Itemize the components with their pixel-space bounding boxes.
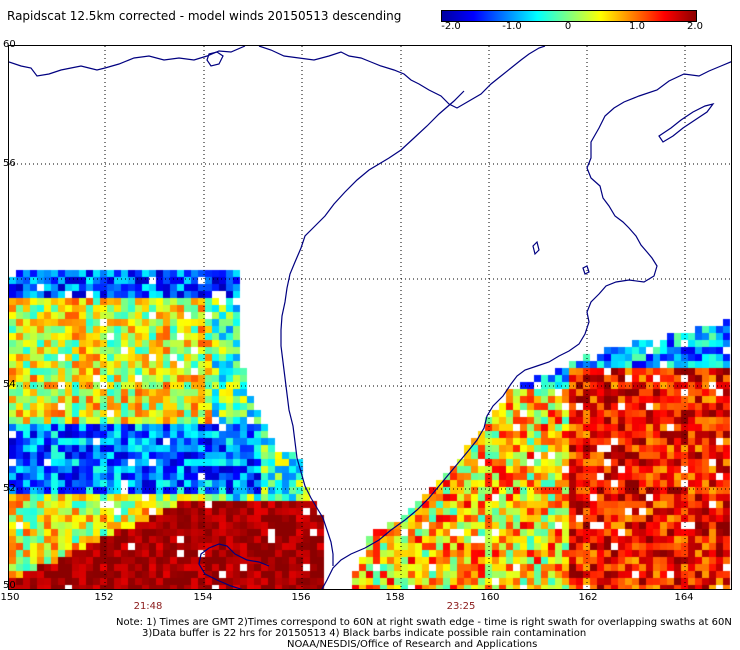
island-3 xyxy=(532,240,540,256)
lon-label-152: 152 xyxy=(94,592,114,603)
lon-label-156: 156 xyxy=(291,592,311,603)
lon-label-160: 160 xyxy=(480,592,500,603)
map-frame xyxy=(8,45,732,590)
note-line-3: NOAA/NESDIS/Office of Research and Appli… xyxy=(287,639,538,650)
colorbar-label: 2.0 xyxy=(687,21,703,32)
kamchatka-coast xyxy=(321,61,731,589)
colorbar-label: -2.0 xyxy=(441,21,461,32)
lat-label-50: 50 xyxy=(3,580,16,591)
okhotsk-north-coast xyxy=(9,46,546,109)
note-line-2: 3)Data buffer is 22 hrs for 20150513 4) … xyxy=(142,628,587,639)
map-title: Rapidscat 12.5km corrected - model winds… xyxy=(7,9,402,23)
colorbar-label: 0 xyxy=(564,21,572,32)
lat-label-52: 52 xyxy=(3,483,16,494)
island-1 xyxy=(206,51,224,67)
wind-difference-field xyxy=(9,46,731,589)
coastline xyxy=(9,46,731,589)
swath-time-1: 21:48 xyxy=(133,601,163,612)
swath-time-2: 23:25 xyxy=(446,601,476,612)
colorbar-label: 1.0 xyxy=(629,21,645,32)
colorbar-label: -1.0 xyxy=(502,21,522,32)
sakhalin-coast xyxy=(198,543,270,589)
lon-label-154: 154 xyxy=(193,592,213,603)
lon-label-150: 150 xyxy=(0,592,20,603)
lon-label-162: 162 xyxy=(578,592,598,603)
lon-label-164: 164 xyxy=(674,592,694,603)
lat-label-60: 60 xyxy=(3,39,16,50)
colorbar xyxy=(441,10,697,22)
note-line-1: Note: 1) Times are GMT 2)Times correspon… xyxy=(116,617,732,628)
gridlines xyxy=(9,46,731,589)
island-4 xyxy=(582,265,590,275)
lat-label-54: 54 xyxy=(3,379,16,390)
island-2 xyxy=(658,103,715,143)
lat-label-56: 56 xyxy=(3,158,16,169)
lon-label-158: 158 xyxy=(385,592,405,603)
map-overlay xyxy=(9,46,731,589)
west-kamchatka-coast xyxy=(280,90,465,566)
